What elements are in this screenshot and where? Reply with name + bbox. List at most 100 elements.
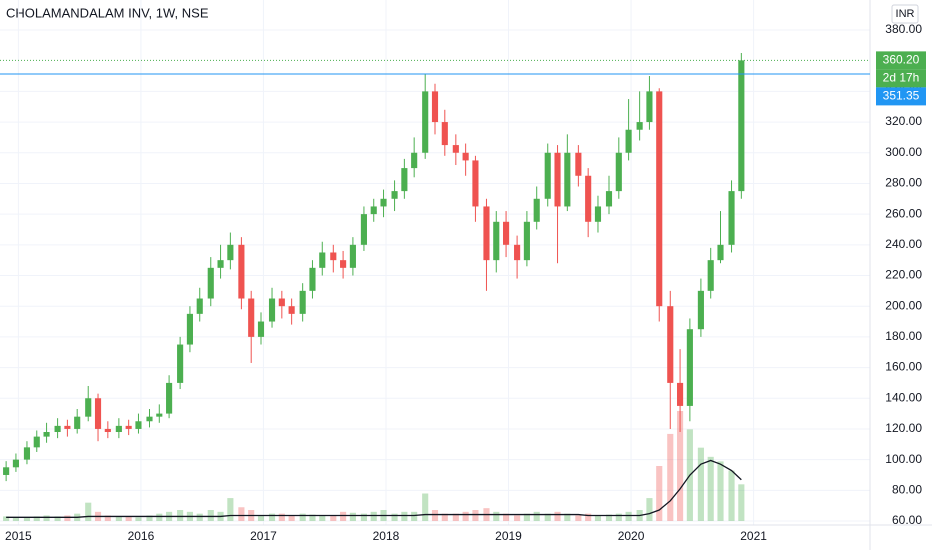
volume-bar xyxy=(207,510,214,521)
volume-bar xyxy=(564,513,571,521)
volume-bar xyxy=(268,513,276,521)
candle-body xyxy=(64,425,71,429)
y-tick-label: 180.00 xyxy=(885,329,922,343)
candle-body xyxy=(196,298,203,314)
candle-body xyxy=(340,260,347,268)
volume-bar xyxy=(717,461,724,521)
price-line-label: 351.35 xyxy=(883,89,920,103)
candle-body xyxy=(533,198,540,222)
volume-bar xyxy=(104,515,111,521)
candle-body xyxy=(227,244,234,261)
volume-bar xyxy=(64,515,71,521)
candle-body xyxy=(422,91,429,153)
volume-bar xyxy=(196,513,203,521)
currency-box[interactable] xyxy=(891,4,919,24)
y-tick-label: 300.00 xyxy=(885,145,922,159)
volume-bar xyxy=(349,512,356,521)
candle-body xyxy=(207,267,214,299)
candle-body xyxy=(564,152,571,207)
volume-bar xyxy=(330,515,337,521)
countdown-box xyxy=(876,69,926,88)
volume-bar xyxy=(54,516,61,521)
candle-body xyxy=(493,221,500,261)
volume-bar xyxy=(462,511,469,521)
volume-bar xyxy=(401,511,408,521)
volume-bar xyxy=(125,516,132,521)
volume-bar xyxy=(299,513,306,521)
candle-body xyxy=(177,344,184,383)
candle-body xyxy=(667,306,674,383)
volume-bar xyxy=(360,513,367,521)
countdown-label: 2d 17h xyxy=(883,71,920,85)
candle-body xyxy=(104,428,111,433)
volume-bar xyxy=(605,514,613,521)
volume-bar xyxy=(319,515,326,521)
y-tick-label: 80.00 xyxy=(892,482,922,496)
candle-body xyxy=(146,416,153,422)
y-tick-label: 280.00 xyxy=(885,176,922,190)
candle-body xyxy=(472,160,479,207)
candle-body xyxy=(135,421,142,429)
candle-body xyxy=(656,91,663,307)
volume-bar xyxy=(340,511,347,521)
candle-body xyxy=(125,425,132,429)
price-line-box xyxy=(876,87,926,106)
volume-bar xyxy=(33,516,40,521)
candle-body xyxy=(636,122,643,130)
candle-body xyxy=(544,152,551,199)
x-tick-label: 2019 xyxy=(495,529,522,543)
volume-bar xyxy=(554,511,561,521)
candle-body xyxy=(257,321,265,337)
volume-bar xyxy=(3,516,10,521)
volume-bar xyxy=(85,502,92,521)
volume-bar xyxy=(677,411,684,521)
volume-bar xyxy=(146,515,153,521)
volume-bar xyxy=(23,517,31,521)
y-tick-label: 380.00 xyxy=(885,22,922,36)
volume-bar xyxy=(585,513,592,521)
candle-body xyxy=(156,413,163,417)
candle-body xyxy=(707,260,714,291)
candle-body xyxy=(166,382,173,414)
volume-bar xyxy=(411,511,418,521)
candle-body xyxy=(401,168,408,192)
candle-body xyxy=(452,145,459,153)
y-tick-label: 200.00 xyxy=(885,298,922,312)
candle-body xyxy=(503,221,510,245)
x-tick-label: 2018 xyxy=(373,529,400,543)
candle-body xyxy=(441,122,448,146)
candle-body xyxy=(94,398,102,429)
candle-body xyxy=(217,260,224,268)
volume-bar xyxy=(533,511,540,521)
y-tick-label: 240.00 xyxy=(885,237,922,251)
volume-bar xyxy=(391,513,398,521)
candle-body xyxy=(483,206,490,261)
candle-body xyxy=(85,398,92,417)
candle-body xyxy=(585,175,592,222)
candle-body xyxy=(349,244,356,268)
volume-bar xyxy=(257,515,265,521)
currency[interactable]: INR xyxy=(896,8,915,20)
candle-body xyxy=(697,290,704,330)
candle-body xyxy=(54,425,61,433)
volume-bar xyxy=(728,470,735,521)
volume-bar xyxy=(177,510,184,521)
y-tick-label: 160.00 xyxy=(885,360,922,374)
volume-bar xyxy=(697,447,704,521)
candle-body xyxy=(677,382,684,406)
candle-body xyxy=(360,214,367,245)
y-tick-label: 260.00 xyxy=(885,206,922,220)
volume-bar xyxy=(156,513,163,521)
volume-bar xyxy=(707,456,714,521)
candle-body xyxy=(728,191,735,245)
candle-body xyxy=(319,252,326,268)
volume-bar xyxy=(625,511,632,521)
x-tick-label: 2015 xyxy=(5,529,32,543)
candle-body xyxy=(186,313,193,345)
volume-bar xyxy=(288,515,295,521)
candle-body xyxy=(3,467,10,475)
x-tick-label: 2020 xyxy=(618,529,645,543)
candle-body xyxy=(12,459,19,468)
volume-bar xyxy=(135,517,142,521)
x-tick-label: 2017 xyxy=(250,529,277,543)
